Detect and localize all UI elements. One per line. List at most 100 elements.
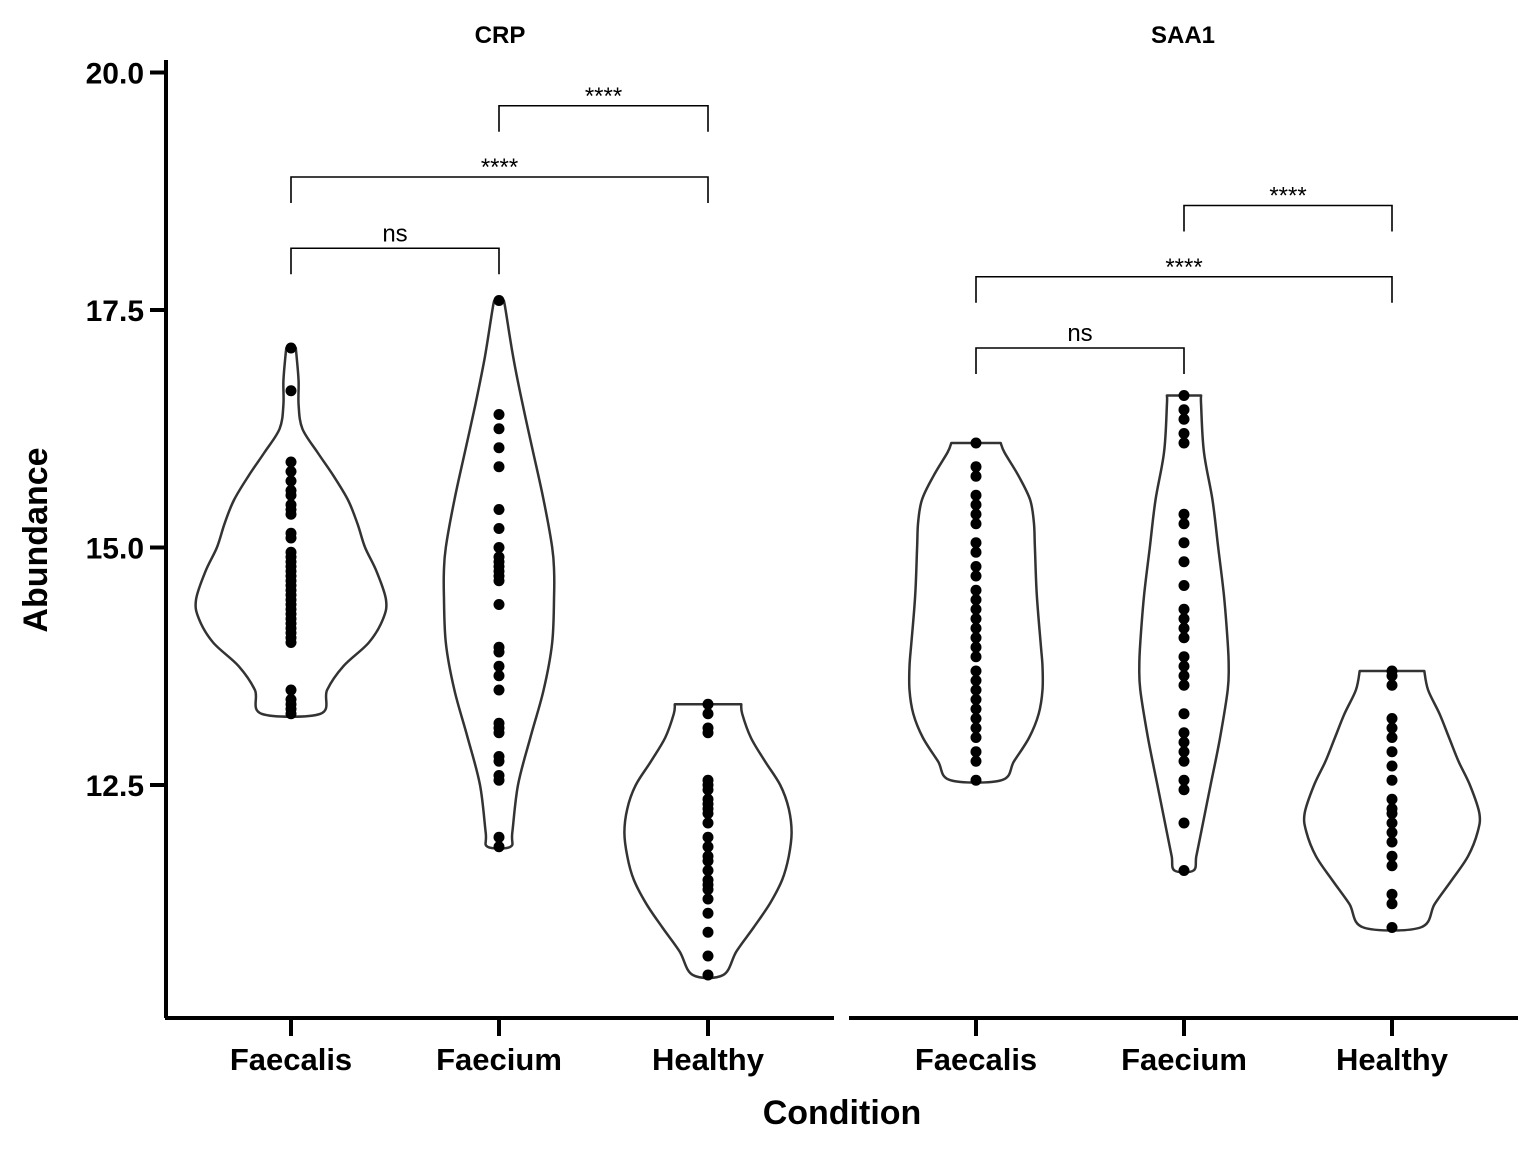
data-point [493, 670, 505, 682]
data-point [970, 461, 982, 473]
data-point [702, 874, 714, 886]
data-point [1178, 428, 1190, 439]
data-point [702, 708, 714, 720]
data-point [1178, 746, 1190, 758]
significance-label: **** [1165, 254, 1202, 281]
data-point [970, 665, 982, 677]
data-point [1386, 679, 1398, 691]
data-point [1178, 508, 1190, 520]
data-point [493, 423, 505, 435]
data-point [285, 456, 297, 468]
data-point [970, 632, 982, 644]
data-point [1386, 760, 1398, 772]
data-point [493, 770, 505, 781]
data-point [1178, 404, 1190, 416]
data-point [493, 542, 505, 553]
data-point [1178, 556, 1190, 568]
data-point [1178, 736, 1190, 748]
data-point [970, 675, 982, 686]
data-point [285, 546, 297, 558]
y-tick-label: 12.5 [86, 770, 144, 803]
data-point [970, 746, 982, 758]
data-point [1386, 803, 1398, 815]
data-point [1386, 774, 1398, 786]
data-point [493, 442, 505, 454]
data-point [1178, 679, 1190, 691]
panel-title: SAA1 [1151, 22, 1215, 49]
data-point [1178, 817, 1190, 829]
data-point [702, 774, 714, 786]
x-tick-label: Faecalis [230, 1042, 352, 1077]
data-point [1178, 580, 1190, 591]
data-point [970, 713, 982, 724]
significance-bracket: ns [290, 220, 500, 275]
significance-bracket: **** [498, 83, 709, 132]
data-point [1386, 793, 1398, 805]
data-point [702, 698, 714, 710]
bracket-line [975, 275, 1393, 303]
bracket-line [975, 347, 1185, 374]
data-point [493, 831, 505, 843]
data-point [493, 461, 505, 473]
data-point [970, 703, 982, 715]
data-point [970, 603, 982, 615]
panel-saa1: SAA1 Faecalis Faecium Healthy ns **** **** [849, 22, 1518, 1077]
data-point [970, 437, 982, 449]
panel-crp: CRP Faecalis Faecium Healthy ns **** **** [165, 22, 834, 1077]
data-point [970, 489, 982, 501]
data-point [1178, 613, 1190, 625]
data-point [970, 546, 982, 558]
data-point [1178, 784, 1190, 796]
data-point [1386, 850, 1398, 862]
data-point [970, 613, 982, 625]
data-point [970, 641, 982, 653]
y-tick-label: 20.0 [86, 58, 144, 91]
data-point [1178, 651, 1190, 663]
data-point [970, 651, 982, 663]
data-point [970, 755, 982, 767]
data-point [285, 527, 297, 539]
data-point [1178, 774, 1190, 786]
data-point [1178, 755, 1190, 767]
bracket-line [1183, 204, 1393, 232]
x-tick-label: Healthy [1336, 1042, 1449, 1077]
data-point [1178, 727, 1190, 739]
data-point [970, 537, 982, 549]
bracket-line [290, 176, 709, 203]
data-point [493, 295, 505, 306]
data-point [493, 599, 505, 610]
data-point [493, 751, 505, 762]
significance-bracket: **** [975, 254, 1393, 303]
significance-label: **** [1269, 183, 1306, 210]
significance-bracket: **** [1183, 183, 1393, 232]
significance-bracket: ns [975, 320, 1185, 374]
data-point [493, 409, 505, 420]
data-point [702, 969, 714, 981]
panel-title: CRP [475, 22, 526, 49]
violin-group-healthy [623, 698, 793, 981]
significance-label: **** [481, 154, 518, 181]
data-point [970, 722, 982, 734]
bracket-line [290, 247, 500, 275]
data-point [970, 561, 982, 572]
data-point [1178, 413, 1190, 425]
significance-label: **** [585, 83, 622, 110]
data-point [702, 907, 714, 919]
data-point [1178, 632, 1190, 644]
data-point [285, 694, 297, 705]
data-point [1178, 390, 1190, 401]
data-point [1386, 888, 1398, 900]
data-point [970, 732, 982, 743]
significance-bracket: **** [290, 154, 709, 203]
data-point [970, 470, 982, 482]
bracket-line [498, 104, 709, 132]
data-point [1386, 922, 1398, 933]
data-point [1386, 898, 1398, 910]
data-point [1386, 713, 1398, 724]
data-point [702, 831, 714, 843]
data-point [1386, 827, 1398, 838]
violin-group-faecalis [907, 437, 1045, 786]
data-point [970, 584, 982, 596]
